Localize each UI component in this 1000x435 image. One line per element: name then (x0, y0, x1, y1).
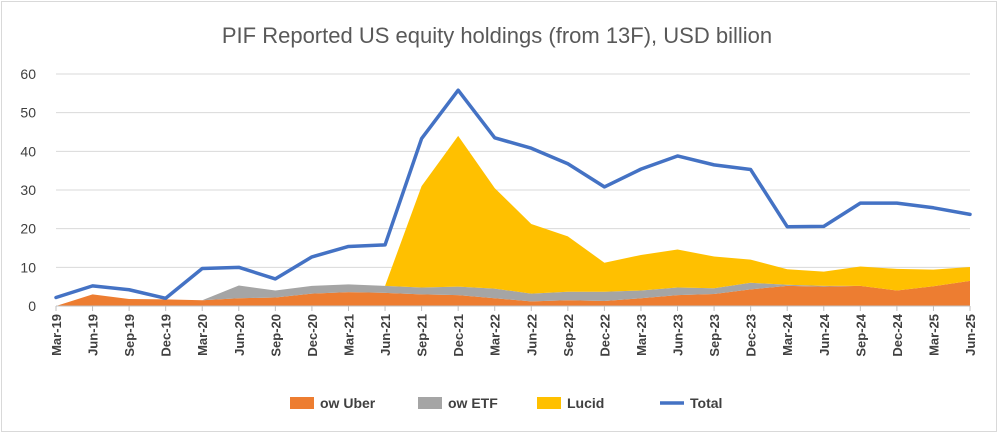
x-tick-label: Mar-23 (634, 314, 649, 356)
x-tick-label: Dec-24 (890, 313, 905, 356)
x-tick-label: Jun-23 (671, 314, 686, 356)
legend-label-ow-uber: ow Uber (320, 395, 376, 411)
x-tick-label: Sep-19 (122, 314, 137, 357)
x-tick-label: Mar-20 (195, 314, 210, 356)
x-tick-label: Jun-21 (378, 314, 393, 356)
y-tick-label: 50 (20, 105, 36, 121)
x-tick-label: Mar-19 (49, 314, 64, 356)
x-tick-label: Dec-23 (744, 314, 759, 357)
x-tick-label: Sep-24 (853, 313, 868, 356)
y-tick-label: 0 (28, 298, 36, 314)
y-tick-label: 20 (20, 221, 36, 237)
axes: 0 10 20 30 40 50 60 Mar-19 Jun-19 Sep-19 Dec-19 Mar… (20, 66, 978, 357)
legend-swatch-ow-etf (418, 397, 442, 409)
x-tick-label: Dec-20 (305, 314, 320, 357)
x-tick-label: Mar-21 (341, 314, 356, 356)
x-tick-label: Mar-22 (488, 314, 503, 356)
x-tick-label: Jun-22 (524, 314, 539, 356)
x-tick-label: Sep-21 (415, 314, 430, 357)
x-tick-label: Jun-24 (817, 313, 832, 356)
area-ow-uber (56, 280, 970, 306)
area-ow-etf (56, 280, 970, 306)
x-tick-label: Jun-25 (963, 314, 978, 356)
x-tick-label: Dec-22 (597, 314, 612, 357)
stacked-areas (56, 135, 970, 306)
area-lucid (56, 135, 970, 306)
x-tick-label: Sep-23 (707, 314, 722, 357)
y-tick-label: 10 (20, 259, 36, 275)
chart-title: PIF Reported US equity holdings (from 13… (222, 23, 772, 48)
x-tick-label: Dec-21 (451, 314, 466, 357)
y-tick-label: 30 (20, 182, 36, 198)
total-line (54, 88, 972, 301)
legend-swatch-ow-uber (290, 397, 314, 409)
x-tick-label: Mar-24 (780, 313, 795, 356)
x-tick-label: Dec-19 (159, 314, 174, 357)
legend-label-ow-etf: ow ETF (448, 395, 498, 411)
x-tick-label: Mar-25 (926, 314, 941, 356)
legend-label-lucid: Lucid (567, 395, 604, 411)
legend-label-total: Total (690, 395, 722, 411)
x-tick-label: Sep-22 (561, 314, 576, 357)
legend-swatch-lucid (537, 397, 561, 409)
legend: ow Uber ow ETF Lucid Total (290, 395, 722, 411)
x-tick-label: Sep-20 (268, 314, 283, 357)
y-tick-label: 40 (20, 143, 36, 159)
y-tick-label: 60 (20, 66, 36, 82)
line-total (54, 88, 972, 301)
x-tick-label: Jun-19 (86, 314, 101, 356)
x-tick-label: Jun-20 (232, 314, 247, 356)
